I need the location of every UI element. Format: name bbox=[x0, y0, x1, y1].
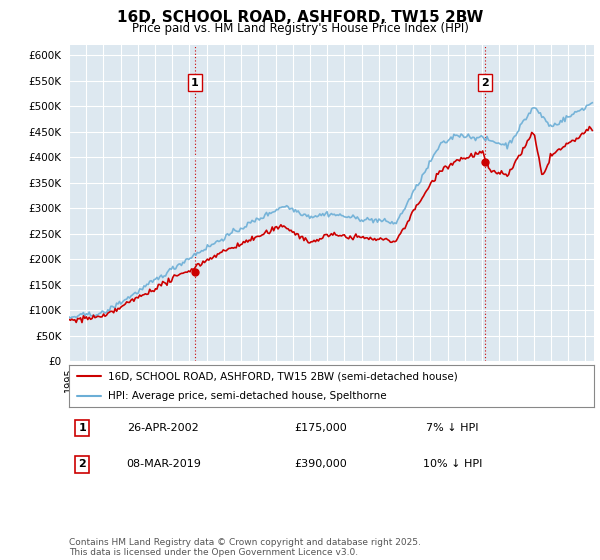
Text: 08-MAR-2019: 08-MAR-2019 bbox=[126, 459, 201, 469]
Text: 7% ↓ HPI: 7% ↓ HPI bbox=[426, 423, 479, 433]
Text: 2: 2 bbox=[481, 78, 489, 87]
Text: 1: 1 bbox=[78, 423, 86, 433]
Text: £175,000: £175,000 bbox=[295, 423, 347, 433]
Text: £390,000: £390,000 bbox=[295, 459, 347, 469]
Text: 16D, SCHOOL ROAD, ASHFORD, TW15 2BW: 16D, SCHOOL ROAD, ASHFORD, TW15 2BW bbox=[117, 10, 483, 25]
Text: 16D, SCHOOL ROAD, ASHFORD, TW15 2BW (semi-detached house): 16D, SCHOOL ROAD, ASHFORD, TW15 2BW (sem… bbox=[109, 371, 458, 381]
Text: HPI: Average price, semi-detached house, Spelthorne: HPI: Average price, semi-detached house,… bbox=[109, 391, 387, 401]
Text: Price paid vs. HM Land Registry's House Price Index (HPI): Price paid vs. HM Land Registry's House … bbox=[131, 22, 469, 35]
Text: 26-APR-2002: 26-APR-2002 bbox=[128, 423, 199, 433]
Text: 2: 2 bbox=[78, 459, 86, 469]
Text: Contains HM Land Registry data © Crown copyright and database right 2025.
This d: Contains HM Land Registry data © Crown c… bbox=[69, 538, 421, 557]
Text: 10% ↓ HPI: 10% ↓ HPI bbox=[422, 459, 482, 469]
Text: 1: 1 bbox=[191, 78, 199, 87]
